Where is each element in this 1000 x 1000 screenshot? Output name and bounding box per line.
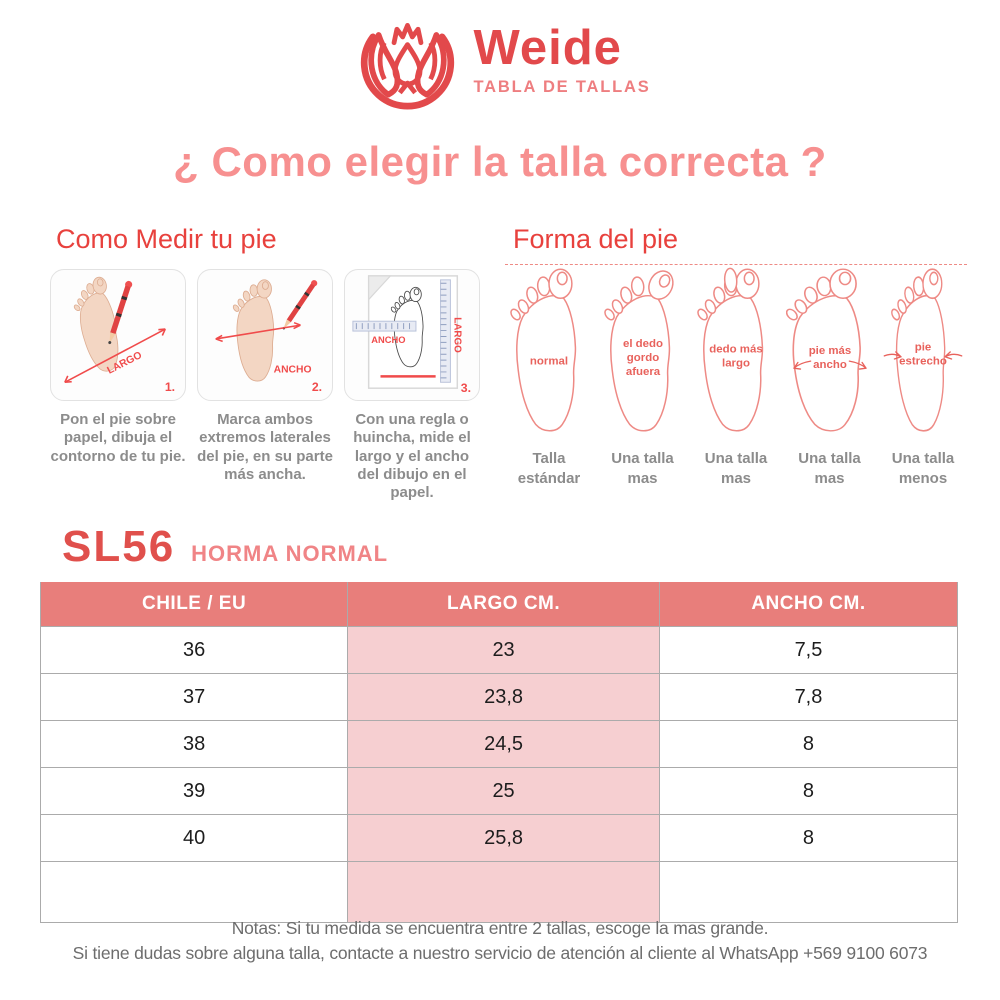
foot-label: dedo más <box>709 343 762 355</box>
foot-label: afuera <box>625 366 660 378</box>
table-cell: 38 <box>39 720 349 768</box>
foot-big-toe-out-diagram: el dedo gordo afuera <box>601 266 678 432</box>
measure-heading: Como Medir tu pie <box>56 224 277 254</box>
model-code: SL56 <box>62 522 176 571</box>
table-cell <box>347 861 660 923</box>
table-cell: 8 <box>658 814 959 862</box>
foot-normal-diagram: normal <box>508 268 577 432</box>
measure-step-cards: LARGO 1. <box>50 269 484 401</box>
measure-section: Como Medir tu pie <box>50 224 484 502</box>
foot-type-wide: pie más ancho Una talla mas <box>785 266 874 488</box>
brand-logo-icon <box>360 22 455 110</box>
step-1-foot-tracing-illustration: LARGO 1. <box>64 275 175 394</box>
brand-tagline: TABLA DE TALLAS <box>473 77 651 96</box>
measure-step-captions: Pon el pie sobre papel, dibuja el contor… <box>50 411 484 502</box>
col-header-largo: LARGO CM. <box>347 582 660 627</box>
table-cell: 7,8 <box>658 673 959 721</box>
table-row: 38 24,5 8 <box>39 720 959 768</box>
narrow-arrows <box>883 351 963 360</box>
foot-caption: Una talla mas <box>798 450 861 487</box>
foot-label: gordo <box>626 352 658 364</box>
vertical-ruler-icon <box>440 279 451 383</box>
table-cell: 25 <box>347 767 660 815</box>
step-1-caption: Pon el pie sobre papel, dibuja el contor… <box>50 411 186 465</box>
foot-type-normal: normal Talla estándar <box>505 266 593 488</box>
step-1-number: 1. <box>165 380 175 394</box>
paper-fold-corner <box>368 275 392 302</box>
col-header-ancho: ANCHO CM. <box>658 582 959 627</box>
table-row: 36 23 7,5 <box>39 626 959 674</box>
foot-label: pie <box>915 342 932 354</box>
foot-type-narrow: pie estrecho Una talla menos <box>879 266 967 488</box>
table-cell: 36 <box>39 626 349 674</box>
foot-wide-diagram: pie más ancho <box>785 268 867 432</box>
table-cell: 40 <box>39 814 349 862</box>
table-cell: 39 <box>39 767 349 815</box>
pencil-icon <box>282 280 318 330</box>
table-row: 37 23,8 7,8 <box>39 673 959 721</box>
foot-label: pie más <box>808 345 851 357</box>
page-title: ¿ Como elegir la talla correcta ? <box>173 138 827 185</box>
foot-label: estrecho <box>899 356 947 368</box>
table-cell: 37 <box>39 673 349 721</box>
size-table-header-row: CHILE / EU LARGO CM. ANCHO CM. <box>39 582 959 627</box>
step-3-number: 3. <box>461 381 471 395</box>
largo-measure-line <box>64 328 166 384</box>
table-cell: 8 <box>658 767 959 815</box>
largo-label: LARGO <box>451 317 462 353</box>
step-2-width-marking-illustration: ANCHO 2. <box>215 279 322 394</box>
table-cell: 7,5 <box>658 626 959 674</box>
brand-header: Weide TABLA DE TALLAS <box>349 10 650 110</box>
model-subtitle: HORMA NORMAL <box>191 541 389 566</box>
size-table: CHILE / EU LARGO CM. ANCHO CM. 36 23 7,5… <box>39 582 959 923</box>
foot-label: normal <box>530 356 568 368</box>
model-heading: SL56 HORMA NORMAL <box>62 522 388 572</box>
col-header-chile-eu: CHILE / EU <box>39 582 349 627</box>
brand-text: Weide TABLA DE TALLAS <box>473 21 651 96</box>
foot-caption: Una talla menos <box>891 450 955 487</box>
step-2-caption: Marca ambos extremos laterales del pie, … <box>197 411 333 483</box>
notes-line-2: Si tiene dudas sobre alguna talla, conta… <box>72 943 928 963</box>
wide-arrows <box>792 360 867 370</box>
foot-caption: Una talla mas <box>704 450 768 487</box>
foot-label: el dedo <box>622 338 662 350</box>
foot-narrow-diagram: pie estrecho <box>883 268 963 432</box>
table-row: 40 25,8 8 <box>39 814 959 862</box>
foot-type-long-second-toe: dedo más largo Una talla mas <box>692 266 780 488</box>
table-row-empty <box>39 861 959 923</box>
foot-long-toe-diagram: dedo más largo <box>695 267 764 432</box>
table-cell <box>658 861 959 923</box>
table-cell: 25,8 <box>347 814 660 862</box>
step-1-card: LARGO 1. <box>50 269 186 401</box>
ancho-measure-line <box>215 321 301 343</box>
step-3-ruler-measuring-illustration: ANCHO LARGO 3. <box>352 275 471 395</box>
step-2-number: 2. <box>312 380 322 394</box>
ancho-label: ANCHO <box>371 335 405 345</box>
brand-name: Weide <box>473 21 622 76</box>
pencil-icon <box>108 280 133 345</box>
foot-label: largo <box>722 357 750 369</box>
foot-caption: Talla estándar <box>517 450 581 487</box>
notes-line-1: Notas: Si tu medida se encuentra entre 2… <box>231 918 769 938</box>
table-cell <box>39 861 349 923</box>
foot-label: ancho <box>813 359 847 371</box>
ancho-label: ANCHO <box>274 364 312 375</box>
table-row: 39 25 8 <box>39 767 959 815</box>
step-2-card: ANCHO 2. <box>197 269 333 401</box>
foot-caption: Una talla mas <box>611 450 674 487</box>
table-cell: 8 <box>658 720 959 768</box>
shape-heading: Forma del pie <box>513 224 679 254</box>
table-cell: 23 <box>347 626 660 674</box>
table-cell: 23,8 <box>347 673 660 721</box>
step-3-card: ANCHO LARGO 3. <box>344 269 480 401</box>
step-3-caption: Con una regla o huincha, mide el largo y… <box>353 411 471 502</box>
horizontal-ruler-icon <box>352 320 417 332</box>
feet-row: normal Talla estándar el dedo gordo afue… <box>505 264 967 488</box>
foot-shape-section: Forma del pie normal Talla estándar <box>505 224 967 488</box>
table-cell: 24,5 <box>347 720 660 768</box>
foot-type-big-toe-out: el dedo gordo afuera Una talla mas <box>599 266 687 488</box>
